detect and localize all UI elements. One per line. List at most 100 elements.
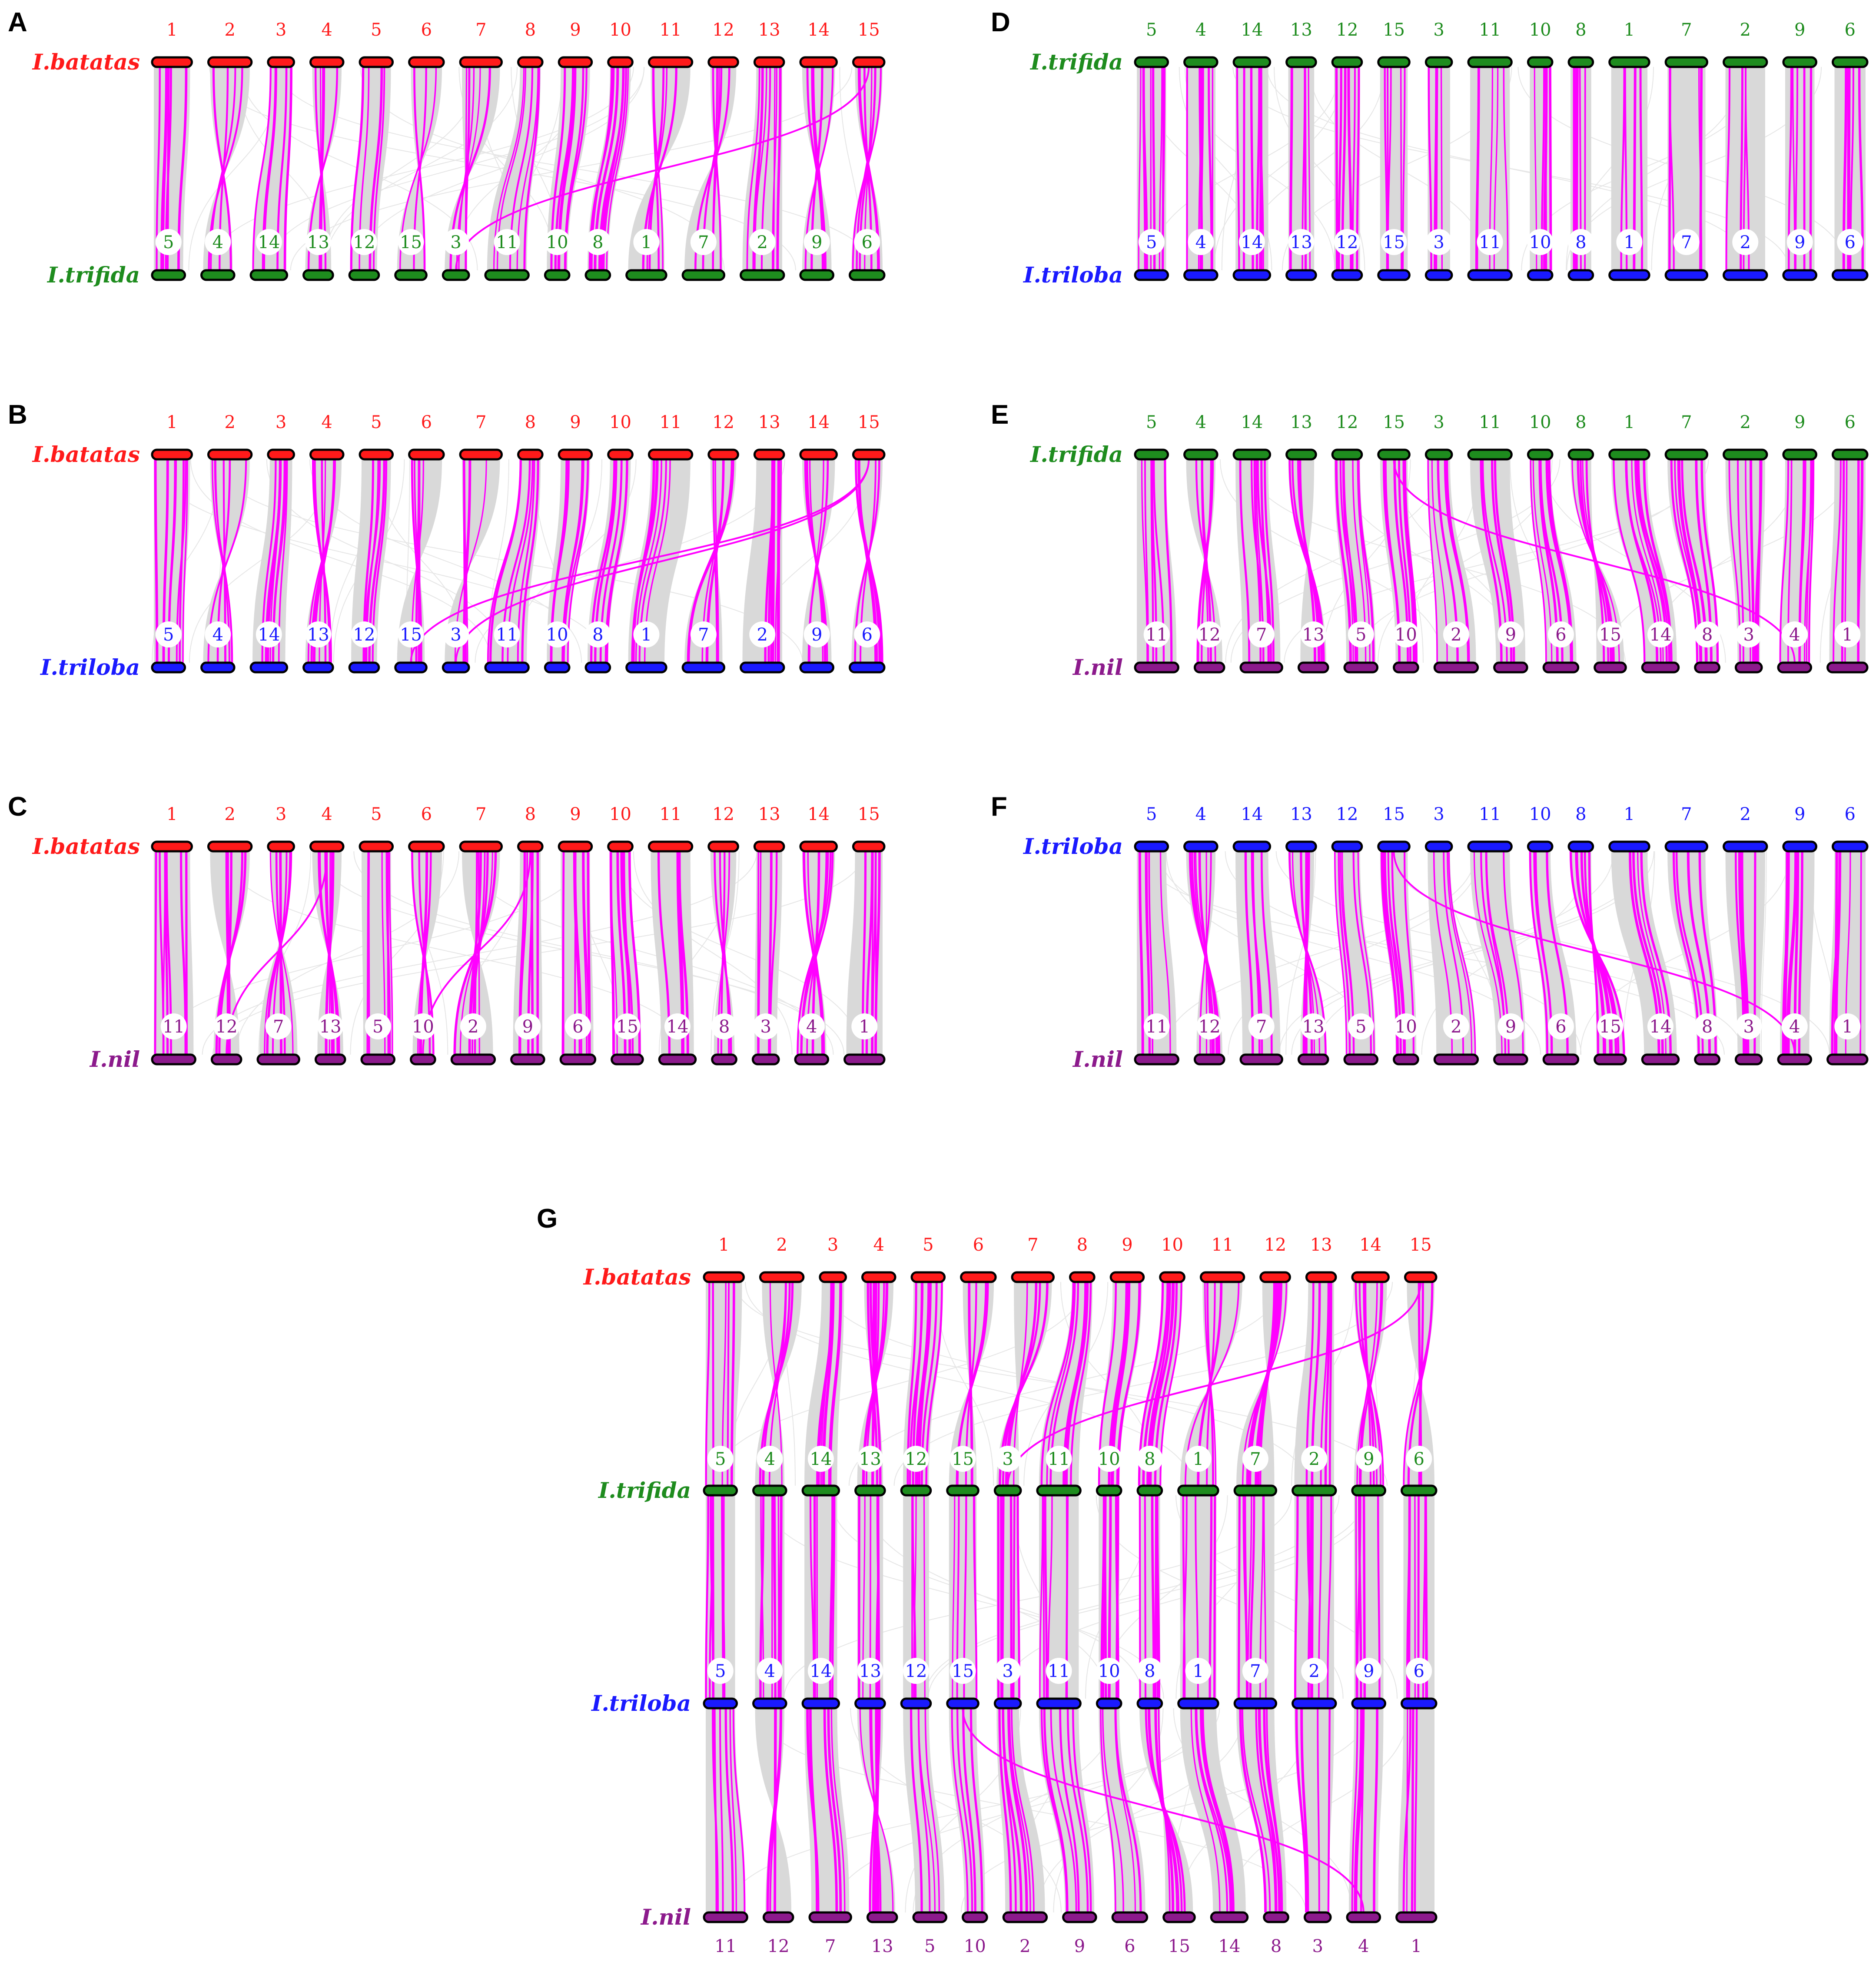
orthologous-gene-link [874,851,881,1055]
chromosome-bar-batatas-9 [558,56,593,68]
orthologous-gene-link [1831,851,1842,1055]
chromosome-label-badge [1694,621,1720,647]
orthologous-gene-link [746,66,760,271]
chromosome-bar-triloba-11 [1467,269,1513,281]
translocation-link [962,1708,1365,1913]
chromosome-label: 12 [1336,20,1358,40]
orthologous-gene-link [925,1281,943,1486]
chromosome-bar-triloba-15 [1377,840,1411,853]
orthologous-gene-link [628,851,641,1055]
chromosome-bar-batatas-14 [799,448,838,461]
chromosome-bar-nil-14 [1641,661,1680,674]
chromosome-label-badge [854,621,880,647]
orthologous-gene-link [1639,66,1643,271]
orthologous-gene-link [719,1708,724,1913]
chromosome-bar-triloba-1 [1177,1697,1219,1710]
chromosome-label: 3 [450,232,461,252]
chromosome-label-badge [1443,621,1469,647]
chromosome-bar-nil-4 [1777,1053,1813,1066]
chromosome-label: 10 [1395,1017,1417,1037]
chromosome-label-badge [155,229,182,255]
orthologous-gene-link [1009,1708,1031,1913]
orthologous-gene-link [1199,1708,1233,1913]
chromosome-label: 2 [1019,1936,1030,1956]
orthologous-gene-link [1195,1708,1229,1913]
chromosome-label: 5 [1146,412,1157,432]
chromosome-label-badge [205,229,231,255]
chromosome-label: 1 [641,625,652,645]
chromosome-bar-triloba-6 [1831,269,1869,281]
chromosome-label: 15 [858,412,880,432]
chromosome-bar-triloba-5 [703,1697,738,1710]
panel-letter: E [991,400,1009,430]
chromosome-label: 4 [1195,232,1206,252]
chromosome-label: 6 [1845,232,1856,252]
chromosome-label-badge [757,1446,783,1472]
chromosome-bar-triloba-15 [1377,269,1411,281]
chromosome-bar-nil-9 [510,1053,545,1066]
orthologous-gene-link [1236,66,1240,271]
orthologous-gene-link [493,66,525,271]
orthologous-gene-link [1162,66,1165,271]
chromosome-label: 1 [718,1235,729,1255]
chromosome-label-badge [205,621,231,647]
chromosome-label: 6 [862,625,873,645]
chromosome-label: 4 [1195,412,1206,432]
chromosome-bar-triloba-5 [151,661,186,674]
orthologous-gene-link [1328,1281,1332,1486]
species-label-nil: I.nil [89,1046,140,1072]
chromosome-label-badge [749,229,776,255]
chromosome-label: 6 [421,412,432,432]
chromosome-label-badge [903,1658,929,1684]
chromosome-label-badge [1143,621,1170,647]
chromosome-bar-trifida-11 [1467,56,1513,68]
chromosome-label-badge [950,1446,976,1472]
chromosome-label: 6 [1414,1449,1424,1469]
chromosome-bar-trifida-10 [1527,56,1554,68]
chromosome-label: 2 [757,232,768,252]
chromosome-bar-trifida-3 [1424,448,1453,461]
chromosome-label: 5 [1355,625,1366,645]
background-link [1163,851,1477,1055]
orthologous-gene-link [1100,1708,1116,1913]
species-label-nil: I.nil [640,1904,691,1930]
chromosome-bar-nil-14 [1210,1911,1249,1923]
chromosome-label: 2 [776,1235,787,1255]
orthologous-gene-link [1011,1708,1035,1913]
orthologous-gene-link [1164,459,1173,663]
species-label-triloba: I.triloba [40,654,140,680]
chromosome-bar-trifida-1 [1608,56,1650,68]
chromosome-label: 5 [1146,232,1157,252]
chromosome-label: 7 [698,625,709,645]
chromosome-label: 1 [166,20,177,40]
orthologous-gene-link [1833,459,1842,663]
chromosome-label-badge [1477,229,1503,255]
orthologous-gene-link [1195,1708,1232,1913]
chromosome-bar-nil-2 [450,1053,496,1066]
orthologous-gene-link [1295,1708,1308,1913]
chromosome-bar-trifida-15 [946,1484,980,1497]
species-label-batatas: I.batatas [583,1264,691,1290]
chromosome-label-badge [443,229,469,255]
orthologous-gene-link [1444,459,1470,663]
chromosome-label-badge [305,229,332,255]
chromosome-label: 14 [1241,412,1263,432]
orthologous-gene-link [1530,459,1547,663]
orthologous-gene-link [1258,1708,1281,1913]
chromosome-label: 15 [858,804,880,824]
chromosome-label: 5 [1355,1017,1366,1037]
chromosome-bar-batatas-12 [1259,1271,1291,1283]
chromosome-label-badge [1673,229,1700,255]
orthologous-gene-link [730,1281,735,1486]
orthologous-gene-link [951,1708,969,1913]
chromosome-bar-triloba-15 [946,1697,980,1710]
chromosome-label: 15 [952,1449,974,1469]
chromosome-label: 11 [1212,1235,1234,1255]
chromosome-label-badge [443,621,469,647]
chromosome-bar-triloba-3 [442,661,470,674]
orthologous-gene-link [517,459,535,663]
chromosome-label-badge [1301,1658,1328,1684]
orthologous-gene-link [910,1708,923,1913]
chromosome-bar-trifida-13 [302,269,334,281]
chromosome-bar-trifida-3 [993,1484,1022,1497]
